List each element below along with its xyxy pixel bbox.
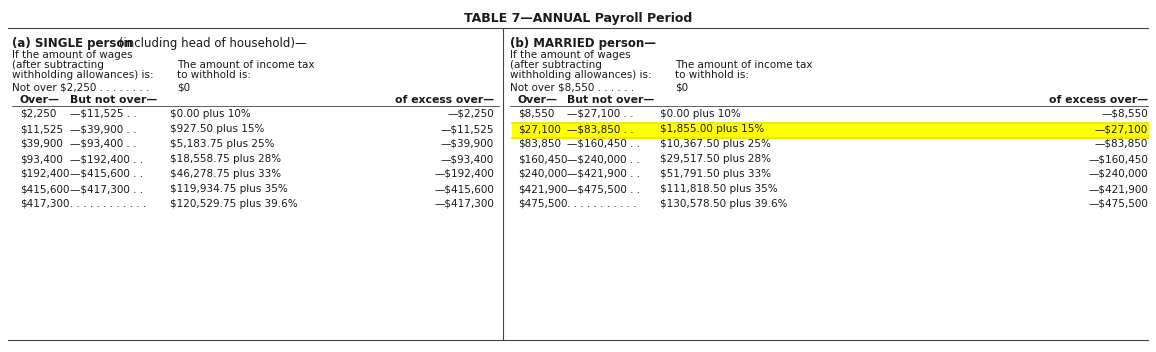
Text: —$417,300: —$417,300 xyxy=(435,199,494,209)
Text: But not over—: But not over— xyxy=(71,95,157,105)
Text: —$192,400 . .: —$192,400 . . xyxy=(71,154,143,164)
Text: —$39,900 . .: —$39,900 . . xyxy=(71,124,136,134)
Text: of excess over—: of excess over— xyxy=(1048,95,1148,105)
Text: $0.00 plus 10%: $0.00 plus 10% xyxy=(660,109,741,119)
Text: $93,400: $93,400 xyxy=(20,154,62,164)
Text: Not over $2,250 . . . . . . . .: Not over $2,250 . . . . . . . . xyxy=(12,82,149,92)
Text: $192,400: $192,400 xyxy=(20,169,69,179)
Text: $51,791.50 plus 33%: $51,791.50 plus 33% xyxy=(660,169,771,179)
Text: —$192,400: —$192,400 xyxy=(435,169,494,179)
Text: $83,850: $83,850 xyxy=(518,139,561,149)
Text: (a) SINGLE person: (a) SINGLE person xyxy=(12,37,133,50)
Text: —$2,250: —$2,250 xyxy=(447,109,494,119)
Text: $0.00 plus 10%: $0.00 plus 10% xyxy=(170,109,251,119)
Text: —$93,400: —$93,400 xyxy=(440,154,494,164)
Text: $0: $0 xyxy=(177,82,190,92)
Text: $160,450: $160,450 xyxy=(518,154,568,164)
Text: But not over—: But not over— xyxy=(566,95,654,105)
Text: —$160,450 . .: —$160,450 . . xyxy=(566,139,640,149)
Text: —$415,600: —$415,600 xyxy=(435,184,494,194)
Text: $421,900: $421,900 xyxy=(518,184,568,194)
Text: —$8,550: —$8,550 xyxy=(1102,109,1148,119)
Text: to withhold is:: to withhold is: xyxy=(675,70,749,80)
Text: (including head of household)—: (including head of household)— xyxy=(114,37,306,50)
Text: $120,529.75 plus 39.6%: $120,529.75 plus 39.6% xyxy=(170,199,297,209)
Text: . . . . . . . . . . .: . . . . . . . . . . . xyxy=(566,199,637,209)
Text: $417,300: $417,300 xyxy=(20,199,69,209)
Text: $29,517.50 plus 28%: $29,517.50 plus 28% xyxy=(660,154,771,164)
Text: —$421,900: —$421,900 xyxy=(1088,184,1148,194)
Text: $18,558.75 plus 28%: $18,558.75 plus 28% xyxy=(170,154,281,164)
Text: —$27,100 . .: —$27,100 . . xyxy=(566,109,633,119)
Text: (after subtracting: (after subtracting xyxy=(12,60,104,70)
Text: If the amount of wages: If the amount of wages xyxy=(510,50,631,60)
Text: $8,550: $8,550 xyxy=(518,109,555,119)
Text: Over—: Over— xyxy=(20,95,60,105)
Text: $0: $0 xyxy=(675,82,688,92)
Text: —$475,500 . .: —$475,500 . . xyxy=(566,184,640,194)
Text: withholding allowances) is:: withholding allowances) is: xyxy=(12,70,154,80)
Text: —$475,500: —$475,500 xyxy=(1088,199,1148,209)
Text: —$240,000: —$240,000 xyxy=(1089,169,1148,179)
Text: $130,578.50 plus 39.6%: $130,578.50 plus 39.6% xyxy=(660,199,787,209)
Text: $5,183.75 plus 25%: $5,183.75 plus 25% xyxy=(170,139,274,149)
Text: $39,900: $39,900 xyxy=(20,139,62,149)
Text: $927.50 plus 15%: $927.50 plus 15% xyxy=(170,124,265,134)
Text: $119,934.75 plus 35%: $119,934.75 plus 35% xyxy=(170,184,288,194)
Text: (after subtracting: (after subtracting xyxy=(510,60,602,70)
Text: If the amount of wages: If the amount of wages xyxy=(12,50,133,60)
Text: The amount of income tax: The amount of income tax xyxy=(675,60,813,70)
Text: $2,250: $2,250 xyxy=(20,109,57,119)
Text: withholding allowances) is:: withholding allowances) is: xyxy=(510,70,652,80)
Text: —$27,100: —$27,100 xyxy=(1095,124,1148,134)
Text: —$83,850 . .: —$83,850 . . xyxy=(566,124,633,134)
Text: Over—: Over— xyxy=(518,95,558,105)
Text: $11,525: $11,525 xyxy=(20,124,64,134)
Text: TABLE 7—ANNUAL Payroll Period: TABLE 7—ANNUAL Payroll Period xyxy=(464,12,692,25)
Text: —$93,400 . .: —$93,400 . . xyxy=(71,139,136,149)
Text: (b) MARRIED person—: (b) MARRIED person— xyxy=(510,37,655,50)
Text: $475,500: $475,500 xyxy=(518,199,568,209)
Text: —$240,000 . .: —$240,000 . . xyxy=(566,154,640,164)
Text: —$11,525 . .: —$11,525 . . xyxy=(71,109,136,119)
Text: The amount of income tax: The amount of income tax xyxy=(177,60,314,70)
Text: —$415,600 . .: —$415,600 . . xyxy=(71,169,143,179)
Text: —$39,900: —$39,900 xyxy=(440,139,494,149)
Text: . . . . . . . . . . . .: . . . . . . . . . . . . xyxy=(71,199,147,209)
Text: $10,367.50 plus 25%: $10,367.50 plus 25% xyxy=(660,139,771,149)
Text: $27,100: $27,100 xyxy=(518,124,561,134)
Text: to withhold is:: to withhold is: xyxy=(177,70,251,80)
Text: —$160,450: —$160,450 xyxy=(1088,154,1148,164)
Text: $240,000: $240,000 xyxy=(518,169,568,179)
Text: —$417,300 . .: —$417,300 . . xyxy=(71,184,143,194)
Text: of excess over—: of excess over— xyxy=(394,95,494,105)
Text: $46,278.75 plus 33%: $46,278.75 plus 33% xyxy=(170,169,281,179)
Text: —$83,850: —$83,850 xyxy=(1095,139,1148,149)
Text: —$421,900 . .: —$421,900 . . xyxy=(566,169,640,179)
Text: —$11,525: —$11,525 xyxy=(440,124,494,134)
Text: $415,600: $415,600 xyxy=(20,184,69,194)
Text: $111,818.50 plus 35%: $111,818.50 plus 35% xyxy=(660,184,778,194)
Text: $1,855.00 plus 15%: $1,855.00 plus 15% xyxy=(660,124,764,134)
Text: Not over $8,550 . . . . . .: Not over $8,550 . . . . . . xyxy=(510,82,635,92)
